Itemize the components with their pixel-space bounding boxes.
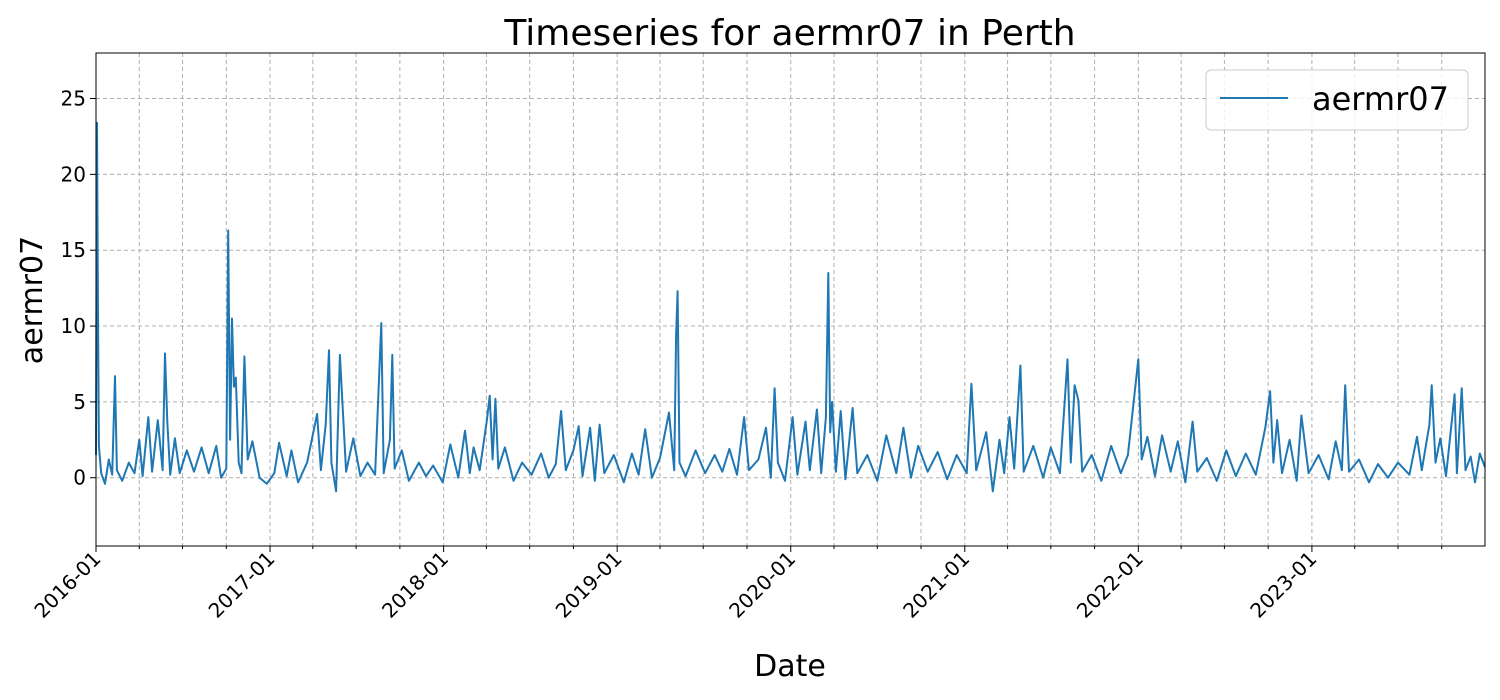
y-tick-label: 10 bbox=[61, 314, 86, 338]
series-layer bbox=[95, 121, 1486, 493]
y-tick-label: 20 bbox=[61, 162, 86, 186]
legend-box bbox=[1205, 69, 1469, 131]
x-tick-label: 2021-01 bbox=[898, 547, 974, 623]
x-tick-label: 2019-01 bbox=[551, 547, 627, 623]
x-tick-label: 2020-01 bbox=[724, 547, 800, 623]
x-tick-label: 2022-01 bbox=[1072, 547, 1148, 623]
x-axis: 2016-01 2017-01 2018-01 2019-01 2020-01 2021-… bbox=[29, 546, 1443, 623]
x-tick-label: 2018-01 bbox=[377, 547, 453, 623]
x-tick-label: 2023-01 bbox=[1245, 547, 1321, 623]
x-tick-label: 2017-01 bbox=[204, 547, 280, 623]
chart-title: Timeseries for aermr07 in Perth bbox=[503, 13, 1075, 54]
x-axis-title: Date bbox=[754, 649, 826, 684]
legend-label: aermr07 bbox=[1312, 80, 1449, 118]
y-tick-label: 0 bbox=[73, 466, 86, 490]
series-line bbox=[95, 121, 1486, 493]
y-axis-title: aermr07 bbox=[15, 236, 50, 364]
grid-layer bbox=[95, 53, 1485, 546]
x-tick-label: 2016-01 bbox=[29, 547, 105, 623]
y-axis: 0 5 10 15 20 25 bbox=[61, 87, 96, 490]
y-tick-label: 25 bbox=[61, 87, 86, 111]
y-tick-label: 5 bbox=[73, 390, 86, 414]
y-tick-label: 15 bbox=[61, 238, 86, 262]
legend: aermr07 bbox=[1205, 69, 1469, 131]
